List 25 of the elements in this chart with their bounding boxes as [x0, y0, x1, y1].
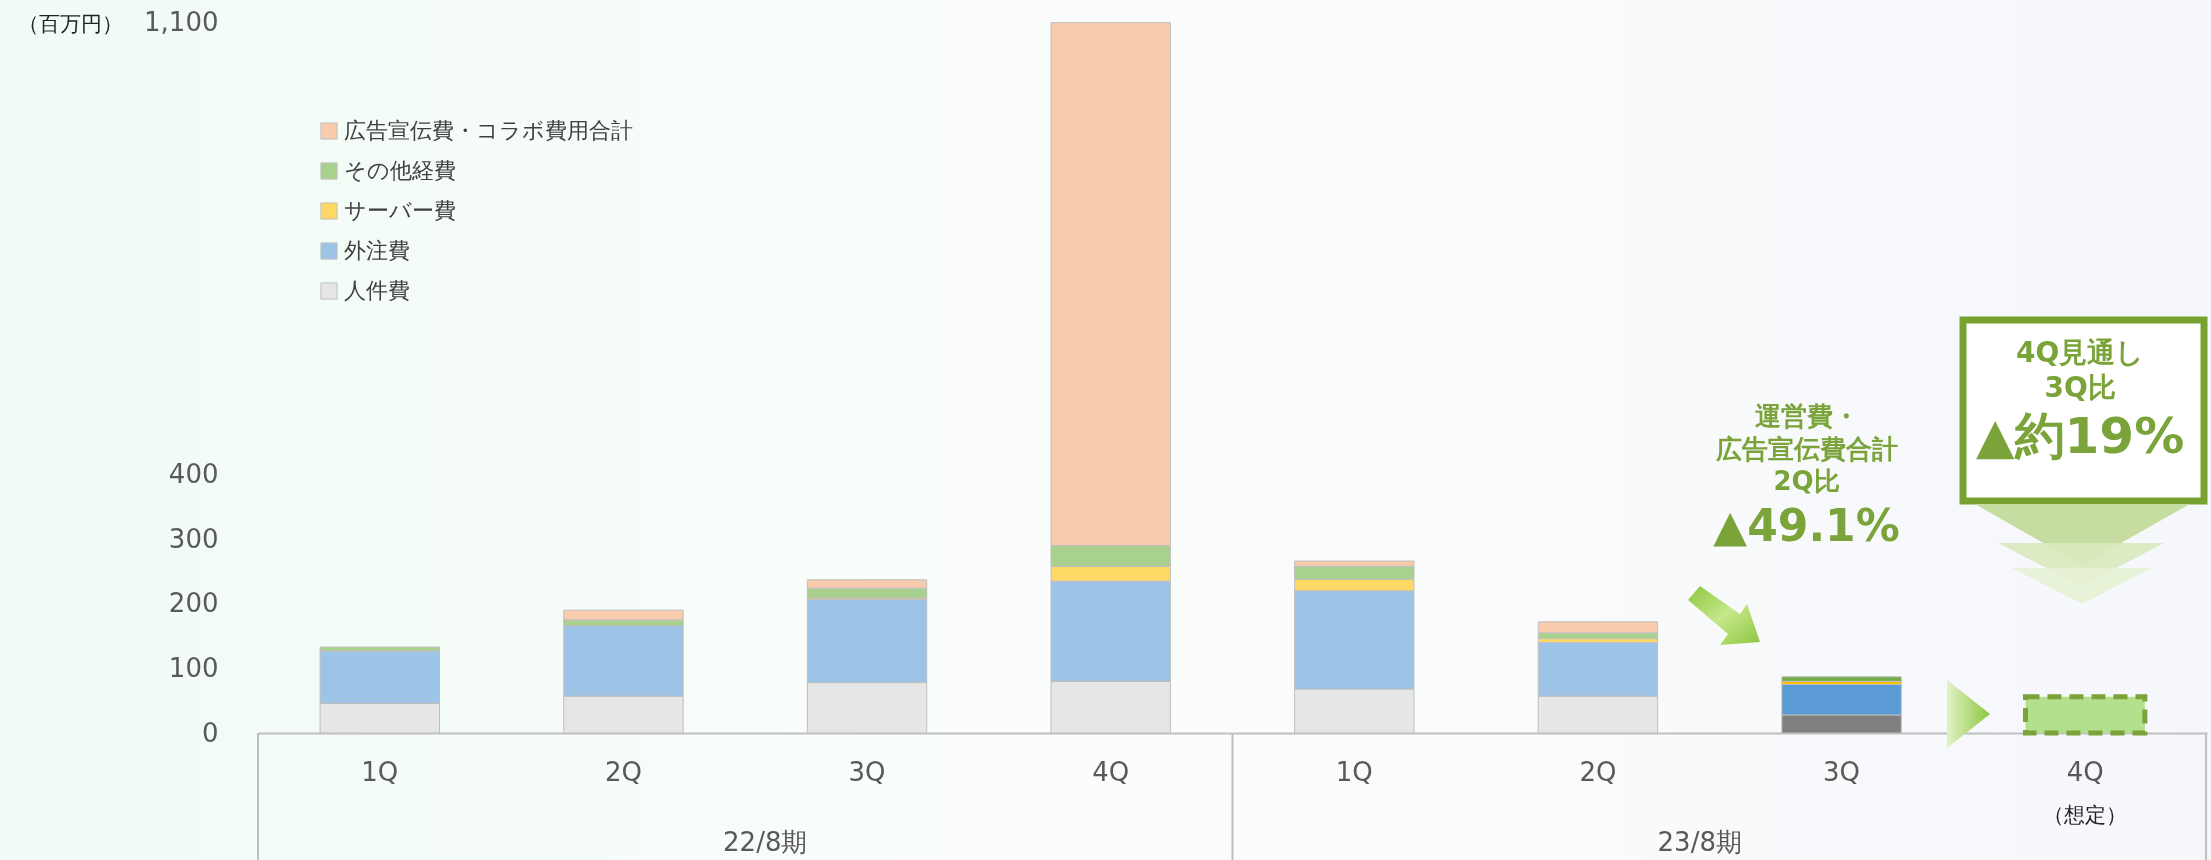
- y-axis-title: （百万円）: [17, 11, 123, 38]
- text: （想定）: [2043, 802, 2128, 829]
- x-tick-label: 4Q: [1092, 756, 1130, 787]
- legend-label: 外注費: [344, 238, 410, 263]
- y-tick-label: 1,100: [144, 6, 219, 37]
- x-tick-label: 1Q: [1335, 756, 1373, 787]
- x-tick-label: 3Q: [1823, 756, 1861, 787]
- y-tick-label: 400: [168, 458, 219, 489]
- y-tick-label: 300: [168, 523, 219, 554]
- annotation: 運営費・広告宣伝費合計 2Q比 ▲49.1%: [1712, 400, 1901, 553]
- text: 22/8期: [723, 826, 808, 859]
- x-tick-label: 2Q: [1579, 756, 1617, 787]
- annotation: 4Q見通し 3Q比 ▲約19%: [1976, 335, 2185, 467]
- legend-label: サーバー費: [344, 198, 456, 223]
- x-tick-label: 2Q: [604, 756, 642, 787]
- legend-label: 人件費: [344, 278, 410, 303]
- y-tick-label: 200: [168, 588, 219, 619]
- y-tick-label: 100: [168, 652, 219, 683]
- legend-label: 広告宣伝費・コラボ費用合計: [344, 118, 633, 143]
- text: 23/8期: [1657, 826, 1742, 859]
- x-tick-label: 1Q: [361, 756, 399, 787]
- x-tick-label: 3Q: [848, 756, 886, 787]
- y-tick-label: 0: [201, 717, 219, 748]
- x-tick-label: 4Q: [2066, 756, 2104, 787]
- legend-label: その他経費: [344, 158, 456, 183]
